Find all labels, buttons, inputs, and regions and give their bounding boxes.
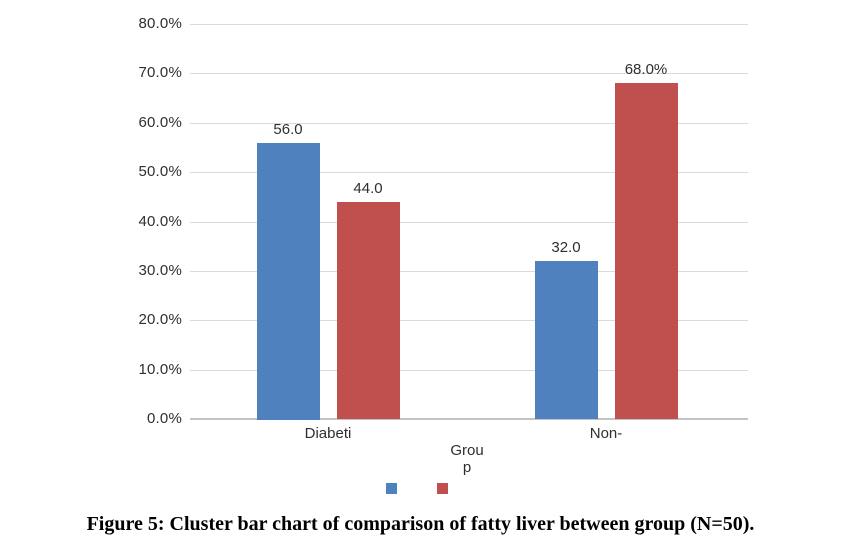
x-axis-title: Grou p	[427, 442, 507, 476]
y-axis-tick-label: 50.0%	[138, 163, 182, 180]
x-axis-line	[190, 418, 748, 420]
y-axis-tick-label: 40.0%	[138, 213, 182, 230]
y-axis-tick-label: 80.0%	[138, 15, 182, 32]
y-gridline	[190, 24, 748, 25]
bar-value-label: 32.0	[551, 239, 581, 256]
x-axis-category-label: Diabeti	[304, 425, 352, 442]
bar-red-Diabeti	[337, 202, 400, 419]
y-gridline	[190, 320, 748, 321]
y-axis-tick-label: 60.0%	[138, 114, 182, 131]
y-gridline	[190, 222, 748, 223]
y-gridline	[190, 172, 748, 173]
y-gridline	[190, 123, 748, 124]
y-axis-tick-label: 0.0%	[147, 410, 182, 427]
y-axis-tick-label: 70.0%	[138, 64, 182, 81]
y-axis-tick-label: 20.0%	[138, 311, 182, 328]
bar-blue-Diabeti	[257, 143, 320, 420]
x-axis-title-line1: Grou	[450, 442, 484, 459]
legend-swatch-blue	[386, 483, 397, 494]
x-axis-title-line2: p	[462, 459, 472, 476]
figure-caption: Figure 5: Cluster bar chart of compariso…	[86, 513, 755, 535]
bar-value-label: 44.0	[353, 180, 383, 197]
bar-blue-Non-	[535, 261, 598, 419]
bar-value-label: 56.0	[273, 121, 303, 138]
cluster-bar-chart: Grou p 80.0% 70.0% 60.0% 50.0% 40.0% 30.0% 20.…	[138, 15, 748, 494]
x-axis-category-label: Non-	[589, 425, 623, 442]
y-gridline	[190, 73, 748, 74]
y-axis-tick-label: 30.0%	[138, 262, 182, 279]
y-axis-tick-label: 10.0%	[138, 361, 182, 378]
y-gridline	[190, 271, 748, 272]
legend-swatch-red	[437, 483, 448, 494]
bar-value-label: 68.0%	[624, 61, 668, 78]
y-gridline	[190, 370, 748, 371]
bar-red-Non-	[615, 83, 678, 419]
